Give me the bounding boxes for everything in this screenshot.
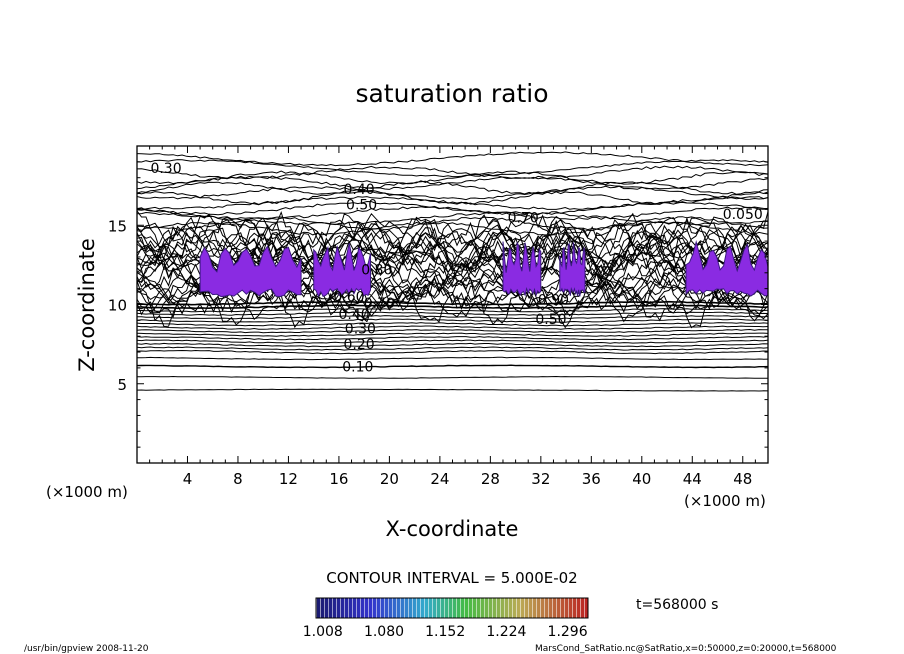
contour-label: 0.60 [333,290,364,306]
contour-line [137,281,768,322]
contour-line [137,216,768,269]
contour-line [137,346,768,351]
colorbar-tick-label: 1.296 [548,624,588,640]
contour-line [137,339,768,344]
supersaturated-region [199,245,302,298]
footer-left: /usr/bin/gpview 2008-11-20 [24,644,149,654]
contour-label: 0.050 [723,207,763,223]
contour-line [137,342,768,348]
x-tick-label: 28 [481,470,500,488]
x-tick-label: 44 [683,470,702,488]
contour-line [137,185,768,201]
contour-label: 0.70 [508,210,539,226]
contour-line [137,159,768,178]
colorbar-tick-label: 1.224 [486,624,526,640]
x-tick-label: 16 [329,470,348,488]
contour-label: 0.50 [535,312,566,328]
supersaturated-region [685,239,768,297]
x-tick-label: 24 [430,470,449,488]
contour-line [137,388,768,392]
contour-line [137,206,768,221]
contour-line [137,349,768,355]
contour-line [137,180,768,195]
contour-line [137,165,768,180]
y-unit-label: (×1000 m) [46,483,128,501]
contour-label: 0.30 [345,321,376,337]
x-unit-label: (×1000 m) [684,492,766,510]
contour-line [137,175,768,190]
x-tick-label: 40 [632,470,651,488]
contour-label: 0.90 [538,293,569,309]
contour-line [137,221,768,236]
contour-interval-text: CONTOUR INTERVAL = 5.000E-02 [326,569,577,587]
footer-right: MarsCond_SatRatio.nc@SatRatio,x=0:50000,… [535,644,837,654]
contour-line [137,304,768,310]
contour-line [137,151,768,167]
x-axis-label: X-coordinate [386,517,519,541]
contour-label: 0.70 [364,296,395,312]
x-tick-label: 32 [531,470,550,488]
colorbar-tick-label: 1.152 [425,624,465,640]
x-tick-label: 48 [733,470,752,488]
x-tick-label: 4 [183,470,193,488]
contour-label: 0.20 [344,337,375,353]
contour-line [137,332,768,337]
x-tick-label: 20 [380,470,399,488]
colorbar-tick-label: 1.008 [303,624,343,640]
x-tick-label: 12 [279,470,298,488]
supersaturated-region [313,243,371,298]
x-tick-label: 8 [233,470,243,488]
contour-line [137,170,768,185]
contour-line [137,216,768,259]
supersaturated-region [559,242,586,297]
colorbar-tick-label: 1.080 [364,624,404,640]
contour-line [137,325,768,330]
contour-label: 0.40 [338,307,369,323]
y-tick-label: 5 [117,376,127,394]
contour-label: 0.10 [342,359,373,375]
contour-line [137,318,768,323]
contour-line [137,273,768,311]
contour-label: 0.80 [361,263,392,279]
contour-line [137,375,768,379]
contour-label: 0.30 [150,161,181,177]
y-tick-label: 15 [108,217,127,235]
contour-line [137,322,768,327]
contour-line [137,211,768,226]
contour-line [137,191,768,206]
contour-line [137,356,768,361]
contour-line [137,336,768,341]
contour-line [137,237,768,285]
contour-label: 0.50 [346,198,377,214]
contour-line [137,272,768,309]
y-axis-label: Z-coordinate [75,238,99,372]
contour-line [137,232,768,271]
contour-line [137,328,768,334]
contour-line [137,200,768,216]
colorbar [315,597,589,619]
contour-label: 0.40 [344,182,375,198]
chart-title: saturation ratio [355,79,548,108]
contour-line [137,364,768,369]
y-tick-label: 10 [108,297,127,315]
supersaturated-region [502,241,542,297]
time-label: t=568000 s [636,597,718,613]
x-tick-label: 36 [582,470,601,488]
contour-line [137,216,768,231]
contour-line [137,308,768,313]
